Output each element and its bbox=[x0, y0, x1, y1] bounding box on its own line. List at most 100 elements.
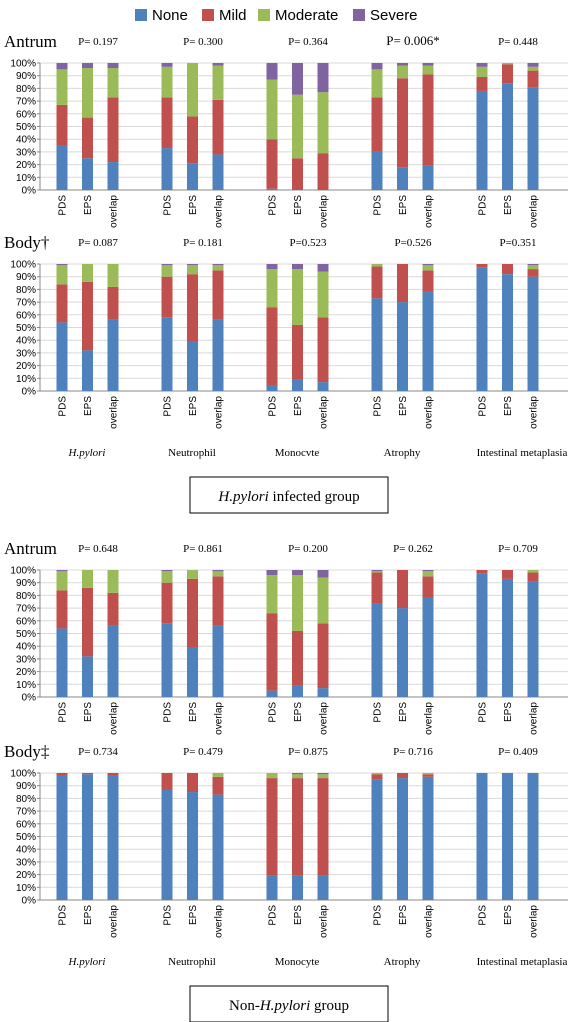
bar-segment bbox=[266, 613, 278, 691]
bar-segment bbox=[82, 158, 93, 190]
bar-segment bbox=[292, 778, 303, 876]
bar-segment bbox=[161, 148, 173, 190]
bar-segment bbox=[161, 97, 173, 149]
bar-segment bbox=[371, 97, 383, 152]
bar-segment bbox=[422, 571, 434, 577]
bar-segment bbox=[266, 570, 278, 576]
bar-segment bbox=[317, 773, 329, 775]
y-tick-label: 100% bbox=[10, 769, 36, 780]
x-tick-label: EPS bbox=[293, 195, 304, 215]
p-value: P= 0.087 bbox=[78, 237, 118, 249]
bar-segment bbox=[317, 577, 329, 624]
p-value: P=0.351 bbox=[499, 237, 536, 249]
bar-segment bbox=[502, 264, 513, 275]
x-tick-label: EPS bbox=[398, 195, 409, 215]
bar-segment bbox=[371, 572, 383, 604]
bar-segment bbox=[371, 69, 383, 98]
bar-segment bbox=[187, 578, 198, 648]
bar-segment bbox=[82, 117, 93, 159]
bar-segment bbox=[82, 68, 93, 118]
bar-segment bbox=[56, 570, 68, 572]
bar-segment bbox=[56, 773, 68, 776]
caption-part: Non- bbox=[229, 998, 260, 1014]
bar-segment bbox=[502, 578, 513, 697]
x-tick-label: EPS bbox=[83, 905, 94, 925]
bar-segment bbox=[107, 625, 119, 697]
bar-segment bbox=[161, 773, 173, 790]
x-tick-label: overlap bbox=[319, 905, 330, 938]
bar-segment bbox=[422, 291, 434, 391]
x-tick-label: PDS bbox=[58, 702, 69, 723]
x-tick-label: overlap bbox=[424, 396, 435, 429]
bar-segment bbox=[212, 63, 224, 66]
x-tick-label: EPS bbox=[398, 396, 409, 416]
p-value: P= 0.409 bbox=[498, 746, 538, 758]
y-tick-label: 70% bbox=[16, 298, 36, 309]
y-tick-label: 50% bbox=[16, 122, 36, 133]
group-label: Intestinal metaplasia bbox=[477, 447, 568, 459]
bar-segment bbox=[422, 270, 434, 292]
bar-segment bbox=[317, 382, 329, 391]
bar-segment bbox=[317, 271, 329, 318]
bar-segment bbox=[107, 68, 119, 98]
bar-segment bbox=[161, 265, 173, 277]
legend-label: Mild bbox=[219, 7, 247, 24]
bar-segment bbox=[266, 63, 278, 80]
bar-segment bbox=[476, 573, 488, 697]
y-tick-label: 80% bbox=[16, 794, 36, 805]
group-label: Monocvte bbox=[275, 447, 320, 459]
x-tick-label: EPS bbox=[293, 905, 304, 925]
x-tick-label: EPS bbox=[188, 195, 199, 215]
y-tick-label: 60% bbox=[16, 616, 36, 627]
bar-segment bbox=[527, 570, 539, 573]
y-tick-label: 40% bbox=[16, 845, 36, 856]
y-tick-label: 10% bbox=[16, 173, 36, 184]
bar-segment bbox=[527, 773, 539, 900]
bar-segment bbox=[502, 63, 513, 65]
bar-segment bbox=[422, 165, 434, 190]
bar-segment bbox=[212, 794, 224, 900]
y-tick-label: 0% bbox=[22, 896, 37, 907]
bar-segment bbox=[527, 66, 539, 71]
x-tick-label: overlap bbox=[214, 905, 225, 938]
bar-segment bbox=[266, 188, 278, 190]
p-value: P= 0.262 bbox=[393, 543, 433, 555]
p-value: P= 0.200 bbox=[288, 543, 328, 555]
bar-segment bbox=[476, 264, 488, 268]
bar-segment bbox=[107, 63, 119, 69]
bar-segment bbox=[187, 63, 198, 117]
bar-segment bbox=[266, 875, 278, 900]
bar-segment bbox=[56, 104, 68, 146]
bar-segment bbox=[292, 158, 303, 190]
x-tick-label: PDS bbox=[478, 702, 489, 723]
y-tick-label: 50% bbox=[16, 323, 36, 334]
x-tick-label: PDS bbox=[478, 195, 489, 216]
y-tick-label: 70% bbox=[16, 97, 36, 108]
x-tick-label: overlap bbox=[214, 702, 225, 735]
bar-segment bbox=[371, 570, 383, 572]
x-tick-label: PDS bbox=[478, 396, 489, 417]
x-tick-label: EPS bbox=[188, 396, 199, 416]
y-tick-label: 20% bbox=[16, 870, 36, 881]
bar-segment bbox=[422, 74, 434, 166]
bar-segment bbox=[317, 264, 329, 272]
x-tick-label: EPS bbox=[398, 905, 409, 925]
y-tick-label: 50% bbox=[16, 832, 36, 843]
y-tick-label: 60% bbox=[16, 819, 36, 830]
bar-segment bbox=[161, 264, 173, 266]
panel-title: Antrum bbox=[4, 32, 57, 51]
p-value: P= 0.181 bbox=[183, 237, 223, 249]
bar-segment bbox=[107, 592, 119, 626]
x-tick-label: EPS bbox=[503, 905, 514, 925]
bar-segment bbox=[292, 630, 303, 686]
bar-segment bbox=[107, 162, 119, 190]
x-tick-label: EPS bbox=[293, 702, 304, 722]
y-tick-label: 0% bbox=[22, 693, 37, 704]
panel-title: Antrum bbox=[4, 539, 57, 558]
p-value: P=0.523 bbox=[289, 237, 327, 249]
bar-segment bbox=[422, 65, 434, 75]
x-tick-label: PDS bbox=[58, 396, 69, 417]
bar-segment bbox=[476, 90, 488, 190]
y-tick-label: 90% bbox=[16, 272, 36, 283]
y-tick-label: 40% bbox=[16, 642, 36, 653]
